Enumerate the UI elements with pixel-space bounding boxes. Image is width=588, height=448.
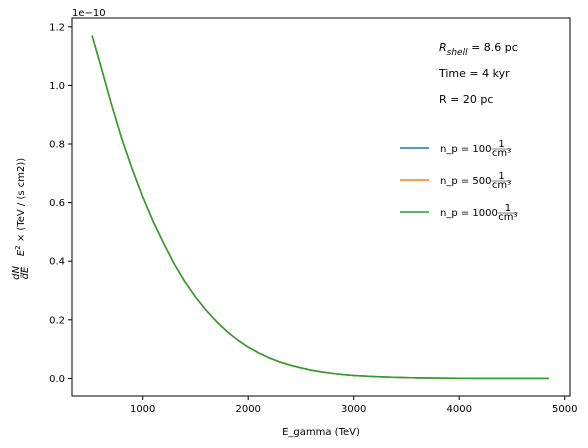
x-tick-label: 2000 <box>235 404 260 415</box>
x-axis-label: E_gamma (TeV) <box>282 427 360 438</box>
y-axis-label: E2 × (TeV / (s cm2)) dN dE <box>11 158 31 280</box>
annotation-time: Time = 4 kyr <box>438 67 510 80</box>
y-offset-label: 1e−10 <box>72 8 106 19</box>
legend-label: n_p = 1000 <box>440 208 498 219</box>
y-tick-label: 1.2 <box>49 22 65 33</box>
series-layer <box>91 35 549 380</box>
y-tick-label: 0.2 <box>49 315 65 326</box>
legend-unit-denominator: cm³ <box>492 180 511 191</box>
y-label-sup: 2 <box>14 245 22 249</box>
y-tick-label: 0.6 <box>49 198 65 209</box>
legend-unit-numerator: 1 <box>505 203 511 214</box>
legend-unit-denominator: cm³ <box>492 148 511 159</box>
y-tick-label: 0.4 <box>49 257 65 268</box>
x-tick-label: 3000 <box>341 404 366 415</box>
x-tick-label: 1000 <box>130 404 155 415</box>
legend-label: n_p = 100 <box>440 144 492 155</box>
legend-unit-numerator: 1 <box>498 139 504 150</box>
svg-text:E2 × (TeV / (s cm2)): E2 × (TeV / (s cm2)) <box>14 158 27 256</box>
y-tick-label: 0.8 <box>49 140 65 151</box>
series-line-3 <box>91 35 549 380</box>
y-tick-label: 1.0 <box>49 81 65 92</box>
y-tick-label: 0.0 <box>49 374 65 385</box>
y-label-frac-num: dN <box>11 266 22 280</box>
legend-unit-denominator: cm³ <box>498 212 517 223</box>
y-axis-ticks: 0.0 0.2 0.4 0.6 0.8 1.0 1.2 <box>49 22 72 385</box>
legend-label: n_p = 500 <box>440 176 492 187</box>
x-axis-ticks: 1000 2000 3000 4000 5000 <box>130 396 577 415</box>
y-label-frac-den: dE <box>20 266 31 279</box>
annotation-rshell: Rshell = 8.6 pc <box>439 41 518 58</box>
annotation-radius: R = 20 pc <box>439 93 493 106</box>
x-tick-label: 5000 <box>552 404 577 415</box>
annotation-block: Rshell = 8.6 pc Time = 4 kyr R = 20 pc <box>438 41 518 106</box>
y-label-base: E <box>16 249 27 256</box>
plot-area <box>71 17 571 397</box>
y-label-times: × <box>16 234 27 242</box>
legend-unit-numerator: 1 <box>498 171 504 182</box>
y-label-units: (TeV / (s cm2)) <box>16 158 27 231</box>
x-tick-label: 4000 <box>446 404 471 415</box>
